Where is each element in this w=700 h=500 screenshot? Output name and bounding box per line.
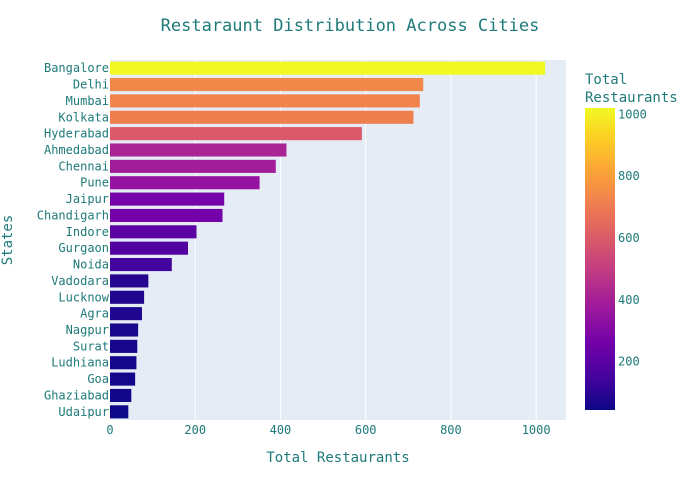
bar-ghaziabad (110, 388, 132, 402)
colorbar-title-line1: Total (585, 72, 627, 88)
y-tick-label: Hyderabad (44, 127, 109, 141)
y-tick-label: Noida (73, 258, 109, 272)
y-tick-label: Nagpur (66, 323, 109, 337)
bar-pune (110, 176, 260, 190)
bar-goa (110, 372, 136, 386)
colorbar-scale (585, 108, 615, 410)
x-tick-label: 800 (440, 423, 462, 437)
bar-vadodara (110, 274, 149, 288)
y-tick-label: Surat (73, 339, 109, 353)
colorbar-tick-labels: 200 400 600 800 1000 (618, 107, 647, 368)
y-tick-label: Ludhiana (51, 356, 109, 370)
y-axis-title: States (0, 215, 16, 266)
colorbar: Total Restaurants 200 400 600 800 1000 (585, 72, 678, 410)
bar-indore (110, 225, 197, 239)
bar-chennai (110, 159, 276, 173)
y-tick-label: Ghaziabad (44, 388, 109, 402)
colorbar-title-line2: Restaurants (585, 90, 678, 106)
x-tick-labels: 0 200 400 600 800 1000 (106, 423, 550, 437)
y-tick-label: Delhi (73, 78, 109, 92)
bar-lucknow (110, 290, 145, 304)
colorbar-tick-label: 800 (618, 169, 640, 183)
bars (110, 61, 546, 419)
y-tick-labels: Bangalore Delhi Mumbai Kolkata Hyderabad Ahme… (37, 61, 110, 419)
y-tick-label: Gurgaon (58, 241, 109, 255)
x-tick-label: 600 (355, 423, 377, 437)
bar-mumbai (110, 94, 420, 108)
x-tick-label: 1000 (522, 423, 551, 437)
x-tick-label: 0 (106, 423, 113, 437)
y-tick-label: Udaipur (58, 405, 109, 419)
bar-ludhiana (110, 356, 137, 370)
y-tick-label: Indore (66, 225, 109, 239)
colorbar-tick-label: 200 (618, 355, 640, 369)
x-axis-title: Total Restaurants (266, 450, 409, 466)
y-tick-label: Lucknow (58, 290, 109, 304)
colorbar-tick-label: 600 (618, 231, 640, 245)
bar-nagpur (110, 323, 139, 337)
bar-hyderabad (110, 127, 362, 141)
colorbar-tick-label: 400 (618, 293, 640, 307)
y-tick-label: Vadodara (51, 274, 109, 288)
bar-gurgaon (110, 241, 188, 255)
y-tick-label: Mumbai (66, 94, 109, 108)
bar-surat (110, 339, 138, 353)
x-tick-label: 200 (184, 423, 206, 437)
bar-kolkata (110, 110, 414, 124)
y-tick-label: Chennai (58, 159, 109, 173)
y-tick-label: Jaipur (66, 192, 109, 206)
chart-title: Restaraunt Distribution Across Cities (161, 16, 540, 36)
bar-delhi (110, 78, 424, 92)
y-tick-label: Goa (87, 372, 109, 386)
y-tick-label: Chandigarh (37, 208, 109, 222)
bar-jaipur (110, 192, 225, 206)
y-tick-label: Kolkata (58, 110, 109, 124)
bar-noida (110, 258, 172, 272)
bar-ahmedabad (110, 143, 287, 157)
y-tick-label: Agra (80, 307, 109, 321)
y-tick-label: Bangalore (44, 61, 109, 75)
y-tick-label: Pune (80, 176, 109, 190)
colorbar-tick-label: 1000 (618, 107, 647, 121)
y-tick-label: Ahmedabad (44, 143, 109, 157)
x-tick-label: 400 (270, 423, 292, 437)
bar-udaipur (110, 405, 129, 419)
bar-bangalore (110, 61, 546, 75)
bar-chandigarh (110, 208, 223, 222)
bar-agra (110, 307, 142, 321)
